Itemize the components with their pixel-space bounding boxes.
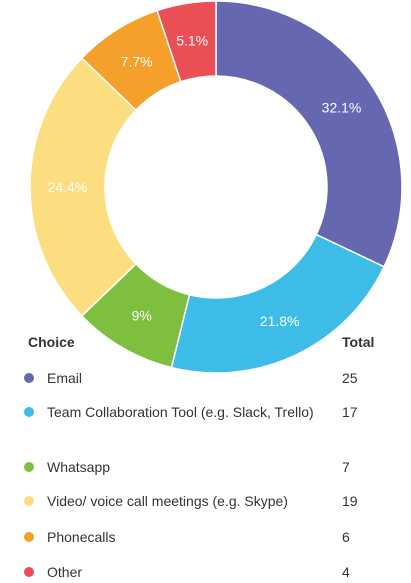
legend-total: 17 xyxy=(342,404,358,420)
legend-label: Video/ voice call meetings (e.g. Skype) xyxy=(47,493,288,509)
legend-dot-team-collaboration xyxy=(24,407,34,417)
slice-email xyxy=(215,0,403,268)
legend-dot-video-voice xyxy=(24,496,34,506)
legend-total: 19 xyxy=(342,493,358,509)
legend-header-choice: Choice xyxy=(28,334,75,350)
legend-dot-phonecalls xyxy=(24,532,34,542)
slice-video-voice xyxy=(29,57,138,317)
slice-label-phonecalls: 7.7% xyxy=(121,53,153,69)
legend-dot-whatsapp xyxy=(24,462,34,472)
legend-total: 6 xyxy=(342,529,350,545)
legend-label: Whatsapp xyxy=(47,459,111,475)
legend-label: Phonecalls xyxy=(47,529,116,545)
legend-label: Team Collaboration Tool (e.g. Slack, Tre… xyxy=(47,404,314,420)
slice-label-team-collaboration: 21.8% xyxy=(260,313,300,329)
slice-other xyxy=(156,0,217,83)
donut-chart: 32.1% 21.8% 9% 24.4% 7.7% 5.1% xyxy=(29,0,403,374)
legend-total: 4 xyxy=(342,564,350,580)
slice-label-video-voice: 24.4% xyxy=(48,179,88,195)
slice-team-collaboration xyxy=(170,233,386,374)
legend-total: 25 xyxy=(342,370,358,386)
slice-label-email: 32.1% xyxy=(322,100,362,116)
legend-dot-other xyxy=(24,567,34,577)
legend-header-total: Total xyxy=(342,334,375,350)
legend-dot-email xyxy=(24,373,34,383)
slice-label-other: 5.1% xyxy=(176,32,208,48)
legend-total: 7 xyxy=(342,459,350,475)
legend-label: Other xyxy=(47,564,83,580)
slice-label-whatsapp: 9% xyxy=(132,308,152,324)
legend-header: Choice Total xyxy=(0,334,411,354)
legend-label: Email xyxy=(47,370,83,386)
